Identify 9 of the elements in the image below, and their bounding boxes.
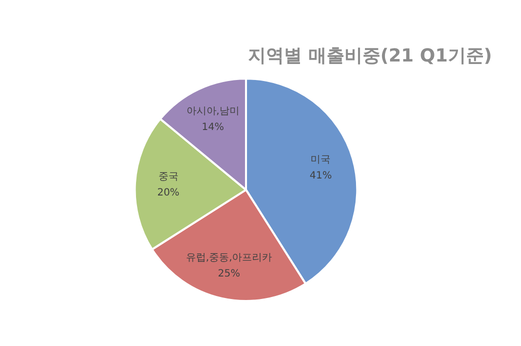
data-label: 25% <box>218 268 240 280</box>
slice-label: 유럽,중동,아프리카 <box>186 252 272 264</box>
data-label: 14% <box>202 122 224 133</box>
slice-label: 중국 <box>158 172 178 183</box>
data-label: 20% <box>157 188 180 199</box>
slice-label: 아시아,남미 <box>186 106 240 117</box>
chart-title: 지역별 매출비중(21 Q1기준) <box>248 45 492 66</box>
slice-label: 미국 <box>310 154 331 166</box>
data-label: 41% <box>310 170 332 182</box>
